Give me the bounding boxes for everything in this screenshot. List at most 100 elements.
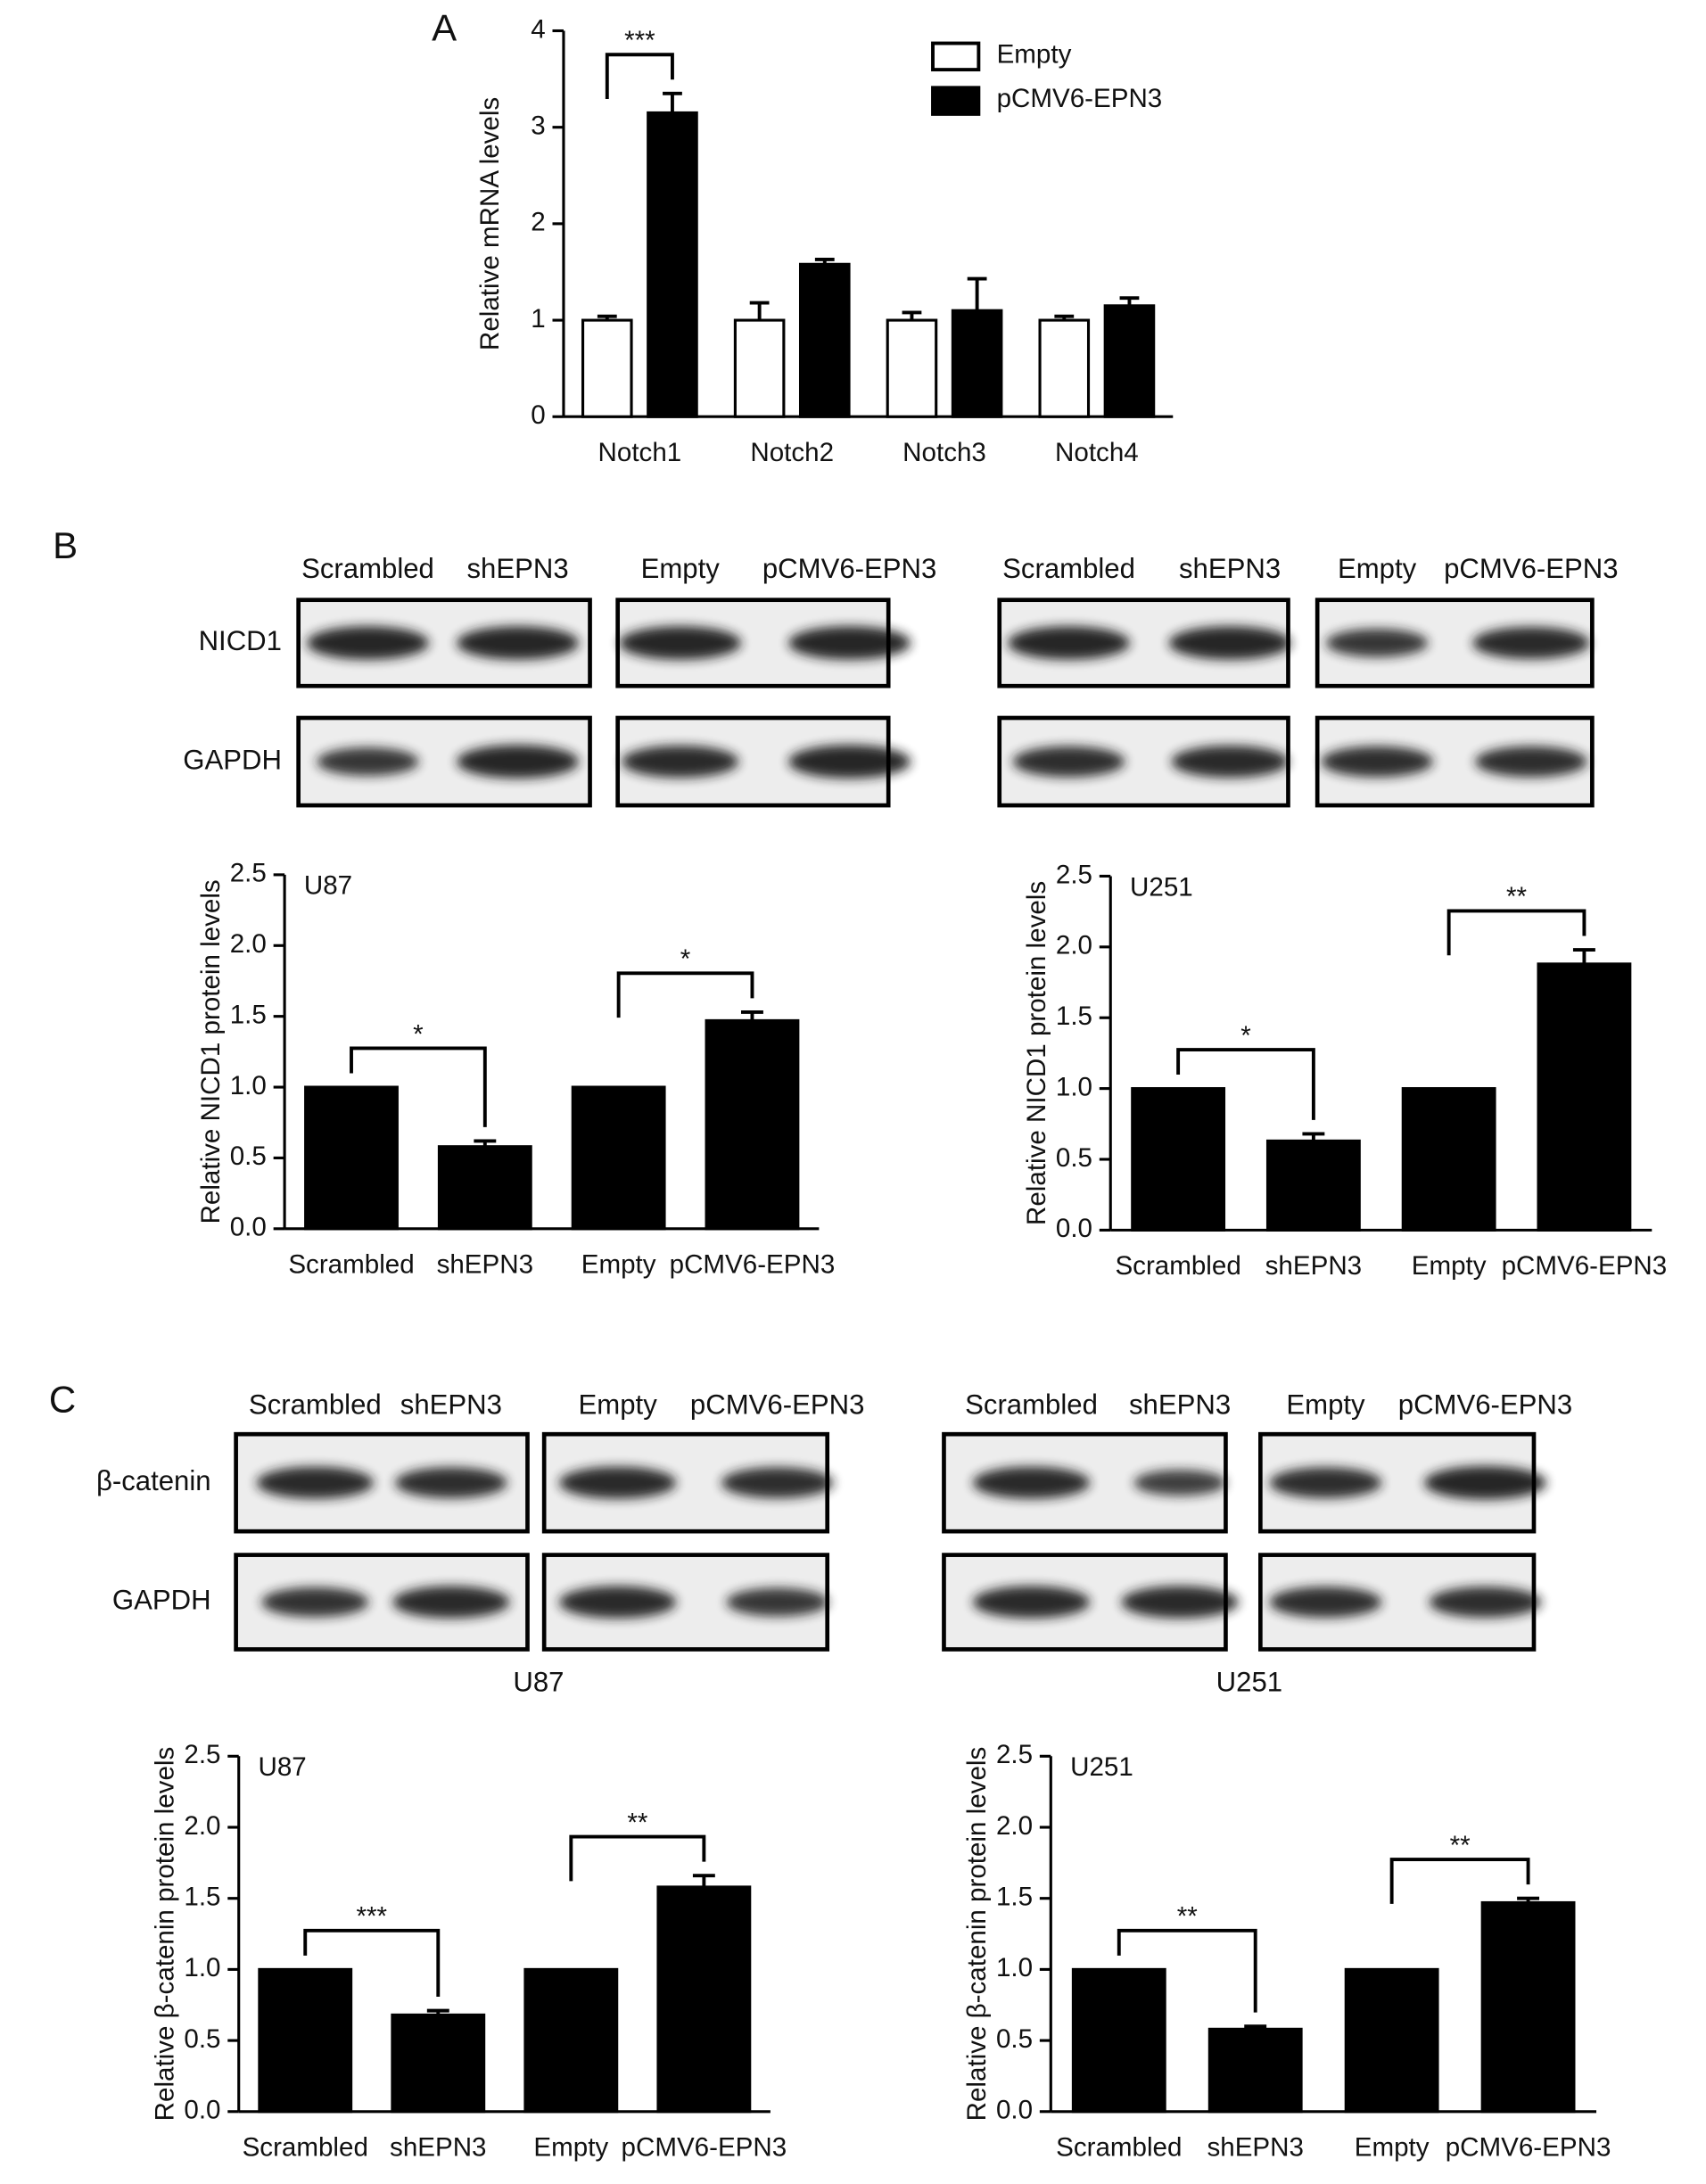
legend-label: Empty — [997, 39, 1072, 69]
significance-label: ** — [1506, 882, 1528, 911]
significance-bracket — [616, 971, 754, 1018]
bar — [733, 318, 786, 418]
significance-label: * — [1240, 1021, 1251, 1051]
blot-column-label: shEPN3 — [1179, 553, 1281, 584]
y-axis-title: Relative NICD1 protein levels — [1022, 881, 1051, 1225]
bar — [656, 1885, 752, 2114]
bar — [951, 309, 1003, 418]
x-tick-label: shEPN3 — [1265, 1251, 1362, 1281]
significance-label: *** — [624, 26, 655, 55]
bar — [1265, 1139, 1361, 1232]
blot-frame — [1315, 598, 1595, 688]
y-tick-label: 0.5 — [996, 2024, 1033, 2054]
y-axis-title: Relative β-catenin protein levels — [962, 1747, 992, 2122]
y-tick-label: 2.5 — [230, 859, 267, 888]
y-tick-label: 1.0 — [230, 1071, 267, 1100]
blot-column-label: shEPN3 — [400, 1389, 502, 1420]
blot-frame — [942, 1431, 1228, 1534]
panel-label: A — [432, 7, 457, 49]
x-tick-label: shEPN3 — [437, 1250, 533, 1280]
blot-frame — [541, 1553, 830, 1652]
bar — [1207, 2027, 1303, 2114]
x-tick-label: Empty — [581, 1250, 656, 1280]
bar — [1344, 1967, 1439, 2114]
blot-band — [1474, 746, 1587, 778]
legend-swatch — [931, 41, 981, 72]
panel-label: B — [53, 524, 78, 566]
blot-frame — [1258, 1431, 1537, 1534]
blot-column-label: Empty — [641, 553, 721, 584]
bar — [647, 111, 698, 418]
blot-band — [392, 1586, 510, 1619]
blot-band — [1472, 626, 1590, 659]
bar — [1131, 1087, 1226, 1232]
bar — [1103, 304, 1156, 418]
x-tick-label: Empty — [1412, 1251, 1487, 1281]
bar — [391, 2013, 486, 2114]
x-tick-label: Notch1 — [598, 438, 682, 467]
blot-band — [261, 1586, 369, 1618]
bar — [571, 1085, 666, 1231]
y-tick-label: 1.0 — [1056, 1072, 1092, 1101]
x-tick-label: Notch3 — [902, 438, 986, 467]
y-axis-title: Relative β-catenin protein levels — [151, 1747, 180, 2122]
blot-band — [1012, 746, 1125, 778]
y-tick-label: 2.0 — [996, 1811, 1033, 1841]
x-tick-label: pCMV6-EPN3 — [670, 1250, 836, 1280]
blot-band — [1269, 1586, 1382, 1618]
y-axis-title: Relative NICD1 protein levels — [196, 879, 226, 1224]
blot-band — [457, 626, 580, 660]
y-tick-label: 2.5 — [184, 1740, 220, 1769]
y-tick-label: 3 — [531, 111, 545, 141]
significance-bracket — [1446, 909, 1586, 956]
blot-column-label: shEPN3 — [466, 553, 568, 584]
blot-band — [1429, 1586, 1542, 1618]
blot-frame — [615, 598, 891, 688]
blot-frame — [615, 715, 891, 808]
blot-band — [1321, 746, 1433, 778]
blot-band — [1121, 1586, 1239, 1619]
x-tick-label: shEPN3 — [1207, 2133, 1303, 2163]
blot-frame — [296, 715, 592, 808]
y-tick-label: 0.5 — [1056, 1143, 1092, 1173]
blot-band — [619, 626, 742, 660]
y-tick-label: 4 — [531, 14, 545, 44]
y-tick-label: 2.5 — [996, 1740, 1033, 1769]
y-axis-title: Relative mRNA levels — [475, 97, 505, 350]
significance-label: *** — [357, 1902, 388, 1932]
blot-band — [622, 746, 739, 779]
panel-label: C — [49, 1378, 76, 1420]
y-tick-label: 2.0 — [184, 1811, 220, 1841]
y-tick-label: 2 — [531, 208, 545, 237]
significance-label: * — [680, 944, 691, 974]
blot-band — [1325, 629, 1429, 657]
y-tick-label: 1.5 — [184, 1883, 220, 1912]
bar — [705, 1018, 800, 1231]
significance-label: ** — [1177, 1902, 1199, 1932]
blot-band — [972, 1466, 1091, 1499]
blot-band — [726, 1587, 828, 1617]
blot-column-label: pCMV6-EPN3 — [1398, 1389, 1572, 1420]
blot-band — [721, 1467, 834, 1498]
blot-column-label: pCMV6-EPN3 — [690, 1389, 864, 1420]
blot-frame — [1315, 715, 1595, 808]
blot-row-label: GAPDH — [183, 744, 282, 775]
chart-label: U87 — [259, 1752, 307, 1782]
x-tick-label: Scrambled — [288, 1250, 414, 1280]
blot-band — [1133, 1470, 1226, 1496]
x-tick-label: Notch2 — [750, 438, 834, 467]
y-tick-label: 1.0 — [996, 1953, 1033, 1982]
y-tick-label: 0.0 — [230, 1213, 267, 1242]
blot-frame — [234, 1553, 530, 1652]
blot-column-label: shEPN3 — [1129, 1389, 1231, 1420]
x-tick-label: Notch4 — [1055, 438, 1139, 467]
bar — [886, 318, 938, 418]
blot-caption: U87 — [513, 1667, 564, 1698]
bar — [1401, 1087, 1496, 1232]
x-tick-label: Empty — [533, 2133, 608, 2163]
blot-band — [256, 1466, 375, 1499]
blot-band — [1424, 1465, 1546, 1500]
chart-label: U251 — [1130, 872, 1193, 902]
